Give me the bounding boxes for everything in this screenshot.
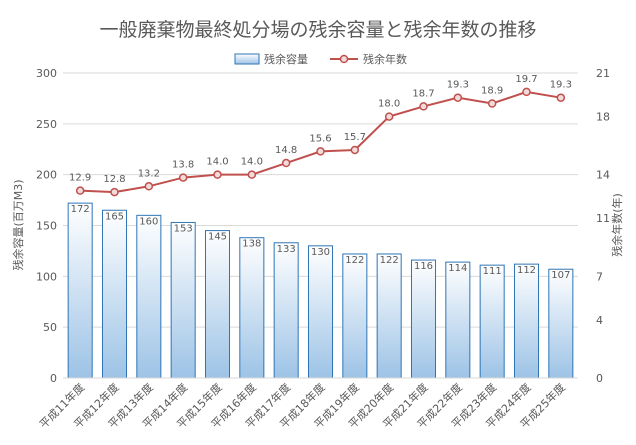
legend-swatch-bar (234, 53, 260, 65)
legend: 残余容量 残余年数 (234, 52, 407, 66)
y-right-tick-label: 4 (596, 314, 603, 327)
line-data-label: 19.3 (447, 80, 469, 91)
y-axis-right: 0 4 7 11 14 18 21 (596, 67, 610, 385)
line-point (110, 187, 119, 197)
y-left-tick-label: 300 (36, 67, 57, 80)
line-point (75, 186, 85, 195)
line-data-label: 15.7 (344, 132, 366, 143)
bar (204, 230, 231, 379)
bar (307, 245, 334, 379)
y-axis-left: 0 50 100 150 200 250 300 (36, 67, 57, 385)
y-right-tick-label: 11 (596, 212, 610, 225)
bar-series: 172 165 160 153 145 138 133 130 122 122 116 114 111 1… (67, 202, 574, 379)
bar-data-label: 107 (551, 270, 570, 281)
bar-data-label: 111 (483, 266, 502, 277)
bar (342, 253, 368, 379)
line-data-label: 18.7 (412, 88, 434, 99)
y-axis-left-title: 残余容量(百万M3) (11, 179, 25, 270)
y-left-tick-label: 0 (50, 372, 57, 385)
bar-data-label: 145 (208, 232, 227, 243)
line-point (144, 182, 154, 191)
y-left-tick-label: 250 (36, 118, 57, 131)
y-left-tick-label: 50 (43, 321, 57, 334)
y-right-tick-label: 0 (596, 372, 603, 385)
bar-data-label: 138 (242, 239, 261, 250)
line-point (453, 93, 463, 102)
line-point (213, 170, 222, 179)
y-axis-right-title: 残余年数(年) (610, 193, 624, 257)
line-data-label: 13.2 (138, 168, 160, 179)
y-left-tick-label: 150 (36, 220, 57, 233)
line-point (556, 93, 566, 102)
chart-title: 一般廃棄物最終処分場の残余容量と残余年数の推移 (99, 19, 536, 41)
bar-data-label: 153 (174, 223, 193, 234)
y-right-tick-label: 18 (596, 111, 610, 124)
line-data-label: 18.0 (378, 99, 400, 110)
line-point (419, 102, 428, 111)
line-data-label: 13.8 (172, 160, 194, 171)
bar-data-label: 112 (517, 265, 536, 276)
line-data-label: 19.3 (550, 80, 572, 91)
line-point (178, 173, 188, 182)
line-data-label: 15.6 (309, 133, 331, 144)
y-right-tick-label: 14 (596, 169, 610, 182)
bar-data-label: 116 (414, 261, 433, 272)
bar (136, 214, 162, 379)
x-axis: 平成11年度平成12年度平成13年度平成14年度平成15年度平成16年度平成17… (36, 377, 578, 431)
bar-data-label: 122 (345, 255, 364, 266)
bar (376, 253, 402, 379)
bar (445, 261, 471, 379)
bar (101, 209, 128, 379)
line-point (281, 158, 291, 168)
bar-data-label: 172 (71, 204, 90, 215)
bar (548, 268, 574, 379)
line-data-label: 12.9 (69, 173, 91, 184)
y-right-tick-label: 7 (596, 270, 603, 283)
line-series: 12.9 12.8 13.2 13.8 14.0 14.0 14.8 15.6 15.7 18.0… (69, 74, 572, 197)
bar (273, 242, 299, 379)
line-data-label: 14.0 (241, 157, 263, 168)
y-left-tick-label: 200 (36, 169, 57, 182)
line-point (316, 147, 325, 156)
line-data-label: 18.9 (481, 86, 503, 97)
legend-label-bar: 残余容量 (264, 52, 308, 66)
bar (479, 264, 505, 379)
bar (239, 237, 265, 379)
bar (170, 221, 196, 379)
bar-data-label: 122 (380, 255, 399, 266)
bar-data-label: 133 (277, 244, 296, 255)
line-data-label: 14.0 (206, 157, 228, 168)
line-data-label: 12.8 (103, 174, 125, 185)
line-point (384, 112, 394, 121)
bar-data-label: 160 (139, 216, 158, 227)
bar (513, 263, 540, 379)
bar-data-label: 165 (105, 211, 124, 222)
bar-data-label: 114 (448, 263, 467, 274)
line-data-label: 19.7 (515, 74, 537, 85)
bar (410, 259, 437, 379)
bar (67, 202, 93, 379)
legend-label-line: 残余年数 (363, 52, 407, 66)
y-left-tick-label: 100 (36, 270, 57, 283)
legend-swatch-marker (339, 54, 349, 64)
line-point (350, 145, 360, 155)
y-right-tick-label: 21 (596, 67, 610, 80)
line-point (487, 99, 497, 108)
line-data-label: 14.8 (275, 145, 297, 156)
line-point (522, 87, 531, 97)
line-point (247, 170, 257, 179)
bar-data-label: 130 (311, 247, 330, 258)
